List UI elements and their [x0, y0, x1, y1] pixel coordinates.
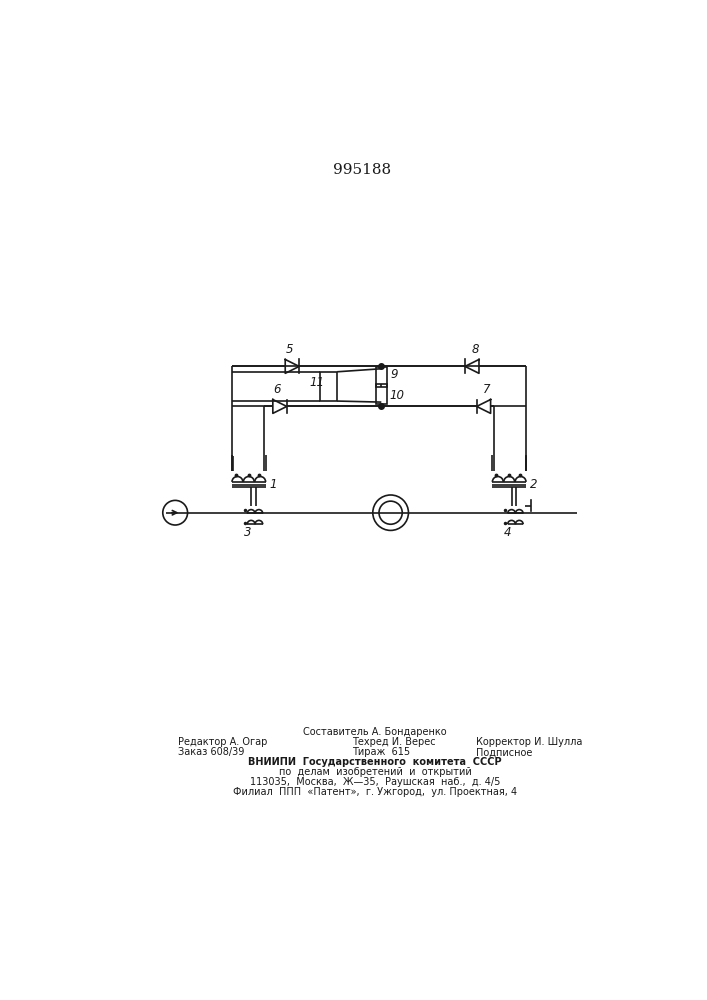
Text: 9: 9	[391, 368, 398, 381]
Text: 5: 5	[286, 343, 293, 356]
Text: 2: 2	[530, 478, 537, 491]
Text: Заказ 608/39: Заказ 608/39	[177, 747, 244, 757]
Text: Корректор И. Шулла: Корректор И. Шулла	[476, 737, 583, 747]
Bar	[320, 372, 337, 401]
Text: 1: 1	[269, 478, 277, 491]
Text: Редактор А. Огар: Редактор А. Огар	[177, 737, 267, 747]
Text: Составитель А. Бондаренко: Составитель А. Бондаренко	[303, 727, 447, 737]
Text: Филиал  ППП  «Патент»,  г. Ужгород,  ул. Проектная, 4: Филиал ППП «Патент», г. Ужгород, ул. Про…	[233, 787, 518, 797]
Text: 995188: 995188	[333, 163, 391, 177]
Text: Техред И. Верес: Техред И. Верес	[352, 737, 436, 747]
Text: 4: 4	[504, 526, 511, 539]
Text: ВНИИПИ  Государственного  комитета  СССР: ВНИИПИ Государственного комитета СССР	[248, 757, 502, 767]
Bar	[376, 367, 387, 387]
Text: Подписное: Подписное	[476, 747, 532, 757]
Text: 7: 7	[483, 383, 491, 396]
Text: по  делам  изобретений  и  открытий: по делам изобретений и открытий	[279, 767, 472, 777]
Text: 10: 10	[389, 389, 404, 402]
Text: 8: 8	[472, 343, 479, 356]
Text: 11: 11	[309, 376, 325, 389]
Text: 3: 3	[243, 526, 251, 539]
Bar	[376, 384, 387, 404]
Text: 6: 6	[273, 383, 281, 396]
Text: Тираж  615: Тираж 615	[352, 747, 410, 757]
Text: 113035,  Москва,  Ж—35,  Раушская  наб.,  д. 4/5: 113035, Москва, Ж—35, Раушская наб., д. …	[250, 777, 501, 787]
